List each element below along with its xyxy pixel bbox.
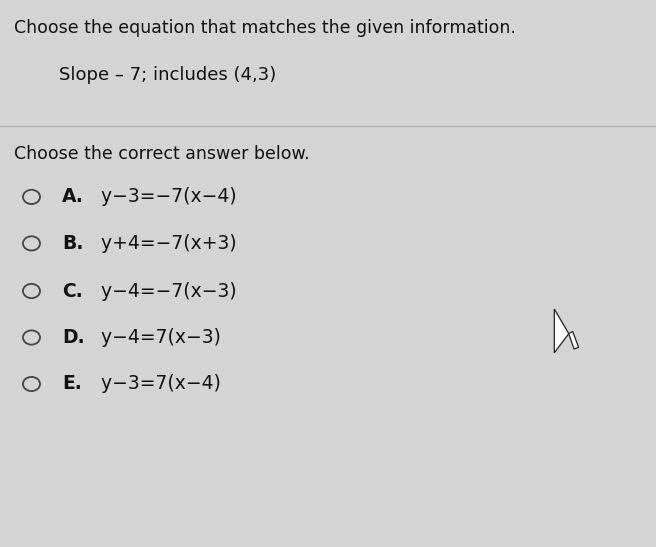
Text: Slope – 7; includes (4,3): Slope – 7; includes (4,3) — [59, 66, 276, 84]
Text: A.: A. — [62, 188, 84, 206]
Text: Choose the correct answer below.: Choose the correct answer below. — [14, 145, 310, 163]
Text: Choose the equation that matches the given information.: Choose the equation that matches the giv… — [14, 19, 516, 37]
Text: y−4=7(x−3): y−4=7(x−3) — [95, 328, 221, 347]
Text: C.: C. — [62, 282, 83, 300]
Text: y+4=−7(x+3): y+4=−7(x+3) — [95, 234, 237, 253]
Polygon shape — [554, 309, 569, 353]
Polygon shape — [569, 331, 579, 349]
Text: y−4=−7(x−3): y−4=−7(x−3) — [95, 282, 237, 300]
Text: E.: E. — [62, 375, 82, 393]
Text: y−3=−7(x−4): y−3=−7(x−4) — [95, 188, 237, 206]
Text: B.: B. — [62, 234, 84, 253]
Text: D.: D. — [62, 328, 85, 347]
Text: y−3=7(x−4): y−3=7(x−4) — [95, 375, 221, 393]
